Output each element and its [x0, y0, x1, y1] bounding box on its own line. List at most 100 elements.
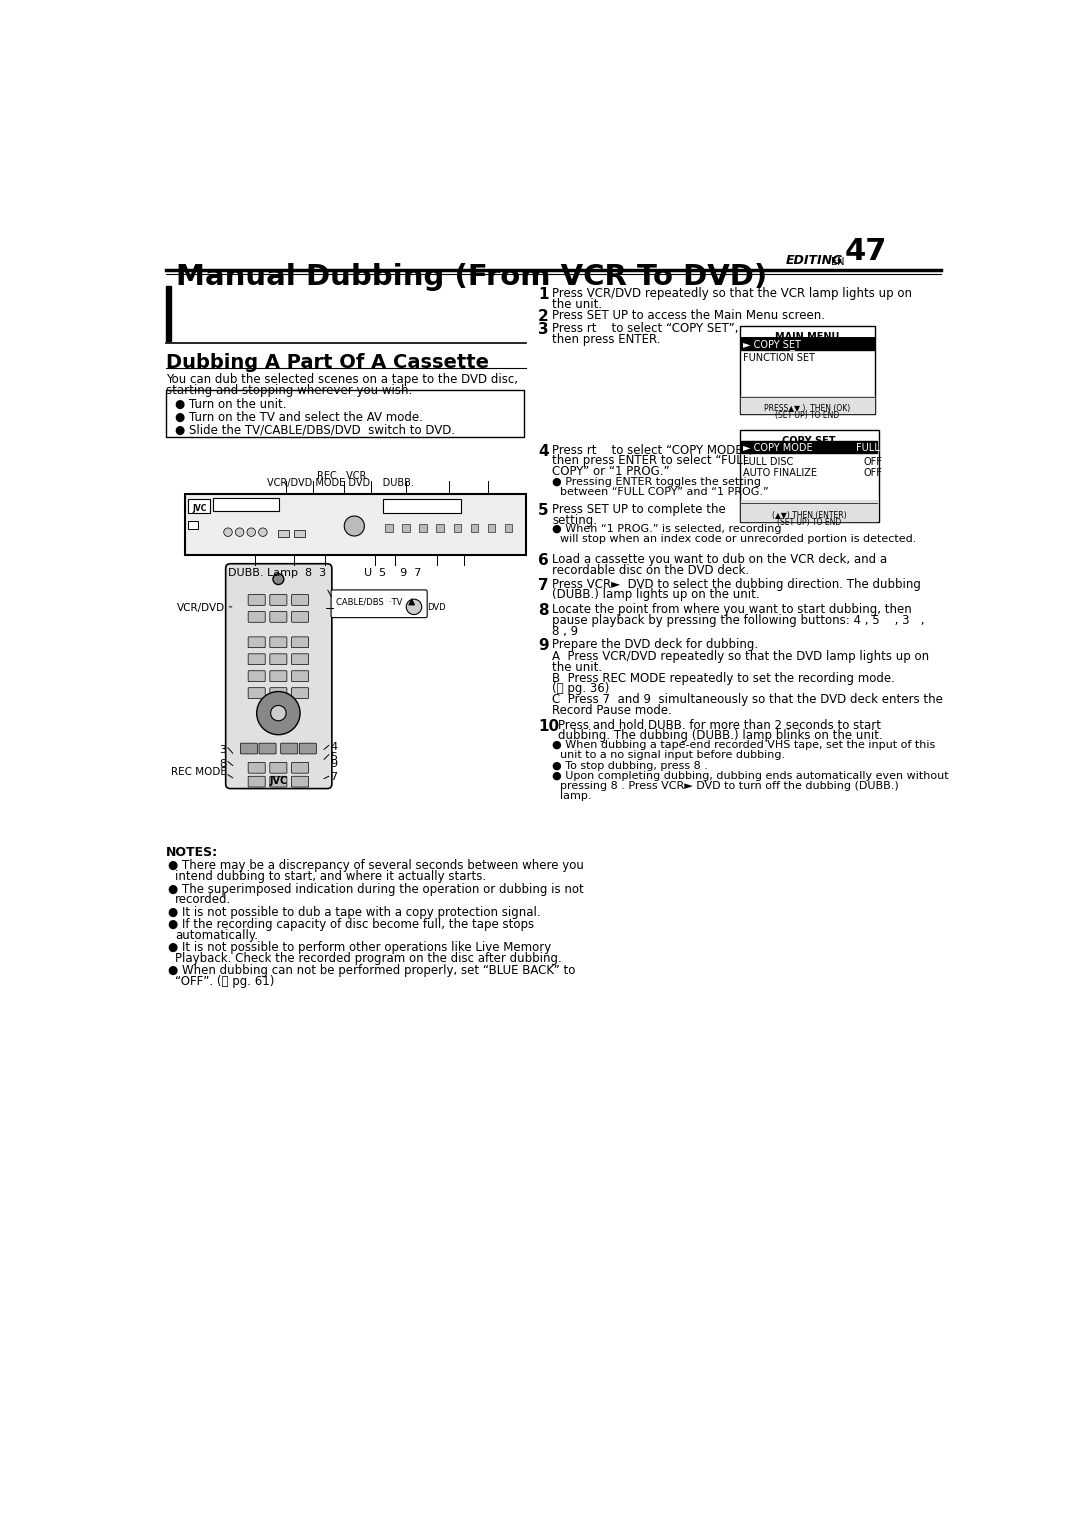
Text: Press rt    to select “COPY MODE”,: Press rt to select “COPY MODE”, — [552, 443, 753, 457]
Bar — [166, 286, 172, 341]
Text: ● It is not possible to dub a tape with a copy protection signal.: ● It is not possible to dub a tape with … — [167, 906, 540, 918]
Text: 2: 2 — [538, 309, 549, 324]
FancyBboxPatch shape — [292, 594, 309, 605]
Text: ● There may be a discrepancy of several seconds between where you: ● There may be a discrepancy of several … — [167, 859, 583, 872]
Bar — [213, 498, 279, 510]
Text: Manual Dubbing (From VCR To DVD): Manual Dubbing (From VCR To DVD) — [176, 263, 767, 292]
Bar — [740, 429, 879, 523]
Text: 7: 7 — [538, 578, 549, 593]
Text: Load a cassette you want to dub on the VCR deck, and a: Load a cassette you want to dub on the V… — [552, 553, 887, 565]
Bar — [504, 524, 512, 532]
Bar — [741, 442, 877, 452]
Text: Press rt    to select “COPY SET”,: Press rt to select “COPY SET”, — [552, 322, 739, 335]
Text: 9: 9 — [538, 637, 549, 652]
Text: Playback. Check the recorded program on the disc after dubbing.: Playback. Check the recorded program on … — [175, 952, 562, 964]
Text: ● Pressing ENTER toggles the setting: ● Pressing ENTER toggles the setting — [552, 477, 761, 487]
Text: DVD: DVD — [428, 604, 446, 613]
Text: 4: 4 — [538, 443, 549, 458]
Text: setting.: setting. — [552, 513, 597, 527]
Text: A  Press VCR/DVD repeatedly so that the DVD lamp lights up on: A Press VCR/DVD repeatedly so that the D… — [552, 649, 929, 663]
Text: recordable disc on the DVD deck.: recordable disc on the DVD deck. — [552, 564, 750, 576]
FancyBboxPatch shape — [270, 654, 287, 665]
Bar — [436, 524, 444, 532]
FancyBboxPatch shape — [270, 671, 287, 681]
FancyBboxPatch shape — [248, 688, 266, 698]
Bar — [189, 500, 211, 513]
Text: JVC: JVC — [269, 776, 287, 787]
Text: ► COPY MODE: ► COPY MODE — [743, 443, 813, 452]
Text: will stop when an index code or unrecorded portion is detected.: will stop when an index code or unrecord… — [559, 533, 916, 544]
Text: 8 , 9: 8 , 9 — [552, 625, 578, 637]
Text: COPY SET: COPY SET — [783, 435, 836, 446]
Text: ● Turn on the TV and select the AV mode.: ● Turn on the TV and select the AV mode. — [175, 411, 423, 423]
Bar — [471, 524, 478, 532]
Text: 8: 8 — [219, 759, 227, 769]
Text: 1: 1 — [538, 287, 549, 303]
Text: then press ENTER.: then press ENTER. — [552, 333, 661, 345]
Text: ● If the recording capacity of disc become full, the tape stops: ● If the recording capacity of disc beco… — [167, 918, 534, 931]
Text: (⪨ pg. 36): (⪨ pg. 36) — [552, 683, 609, 695]
Bar — [419, 524, 428, 532]
Text: U  5    9  7: U 5 9 7 — [364, 567, 421, 578]
Text: ► COPY SE̲T: ► COPY SE̲T — [743, 339, 801, 350]
Text: Locate the point from where you want to start dubbing, then: Locate the point from where you want to … — [552, 604, 912, 616]
Text: COPY” or “1 PROG.”: COPY” or “1 PROG.” — [552, 465, 670, 478]
FancyBboxPatch shape — [248, 594, 266, 605]
Bar — [741, 338, 874, 350]
Text: 47: 47 — [845, 237, 888, 266]
Text: NOTES:: NOTES: — [166, 845, 218, 859]
FancyBboxPatch shape — [292, 776, 309, 787]
Text: “OFF”. (⪨ pg. 61): “OFF”. (⪨ pg. 61) — [175, 975, 274, 989]
Text: intend dubbing to start, and where it actually starts.: intend dubbing to start, and where it ac… — [175, 871, 486, 883]
Bar — [741, 396, 874, 413]
Circle shape — [257, 692, 300, 735]
FancyBboxPatch shape — [292, 654, 309, 665]
Text: ● When “1 PROG.” is selected, recording: ● When “1 PROG.” is selected, recording — [552, 524, 782, 535]
Text: Press SET UP to complete the: Press SET UP to complete the — [552, 503, 726, 516]
Text: dubbing. The dubbing (DUBB.) lamp blinks on the unit.: dubbing. The dubbing (DUBB.) lamp blinks… — [558, 729, 883, 743]
Bar — [166, 390, 524, 437]
Text: FULL DISC: FULL DISC — [743, 457, 794, 468]
Text: EDITING: EDITING — [786, 254, 843, 266]
Text: OFF: OFF — [864, 457, 882, 468]
Text: 9: 9 — [330, 759, 337, 769]
Text: 5: 5 — [330, 752, 337, 761]
Circle shape — [345, 516, 364, 536]
Text: Press SET UP to access the Main Menu screen.: Press SET UP to access the Main Menu scr… — [552, 309, 825, 322]
Text: You can dub the selected scenes on a tape to the DVD disc,: You can dub the selected scenes on a tap… — [166, 373, 518, 385]
Circle shape — [247, 529, 256, 536]
Text: Press and hold DUBB. for more than 2 seconds to start: Press and hold DUBB. for more than 2 sec… — [558, 718, 881, 732]
Text: REC MODE: REC MODE — [171, 767, 227, 778]
Bar — [488, 524, 496, 532]
Text: (SET UP) TO END: (SET UP) TO END — [775, 411, 839, 420]
Text: (DUBB.) lamp lights up on the unit.: (DUBB.) lamp lights up on the unit. — [552, 588, 759, 602]
Text: CABLE/DBS  ·TV: CABLE/DBS ·TV — [337, 597, 403, 607]
Text: Prepare the DVD deck for dubbing.: Prepare the DVD deck for dubbing. — [552, 637, 758, 651]
FancyBboxPatch shape — [292, 762, 309, 773]
Text: ● Turn on the unit.: ● Turn on the unit. — [175, 397, 287, 411]
Text: ● When dubbing can not be performed properly, set “BLUE BACK” to: ● When dubbing can not be performed prop… — [167, 964, 575, 976]
FancyBboxPatch shape — [270, 611, 287, 622]
Text: ● The superimposed indication during the operation or dubbing is not: ● The superimposed indication during the… — [167, 883, 583, 895]
Bar — [386, 524, 393, 532]
Text: Press VCR►  DVD to select the dubbing direction. The dubbing: Press VCR► DVD to select the dubbing dir… — [552, 578, 921, 591]
Bar — [740, 325, 875, 414]
Text: the unit.: the unit. — [552, 298, 602, 312]
FancyBboxPatch shape — [299, 743, 316, 753]
Circle shape — [271, 706, 286, 721]
Text: (▲▼) THEN (ENTER): (▲▼) THEN (ENTER) — [772, 512, 847, 521]
Text: the unit.: the unit. — [552, 660, 602, 674]
Text: pause playback by pressing the following buttons: 4 , 5    , 3   ,: pause playback by pressing the following… — [552, 614, 924, 626]
FancyBboxPatch shape — [248, 654, 266, 665]
FancyBboxPatch shape — [248, 611, 266, 622]
Text: FULL C: FULL C — [855, 443, 889, 452]
Text: EN: EN — [831, 257, 845, 266]
FancyBboxPatch shape — [248, 637, 266, 648]
Text: 5: 5 — [538, 503, 549, 518]
Text: Press VCR/DVD repeatedly so that the VCR lamp lights up on: Press VCR/DVD repeatedly so that the VCR… — [552, 287, 912, 301]
Circle shape — [406, 599, 422, 614]
FancyBboxPatch shape — [259, 743, 276, 753]
Text: Record Pause mode.: Record Pause mode. — [552, 704, 672, 717]
Circle shape — [235, 529, 244, 536]
Text: B  Press REC MODE repeatedly to set the recording mode.: B Press REC MODE repeatedly to set the r… — [552, 671, 895, 685]
